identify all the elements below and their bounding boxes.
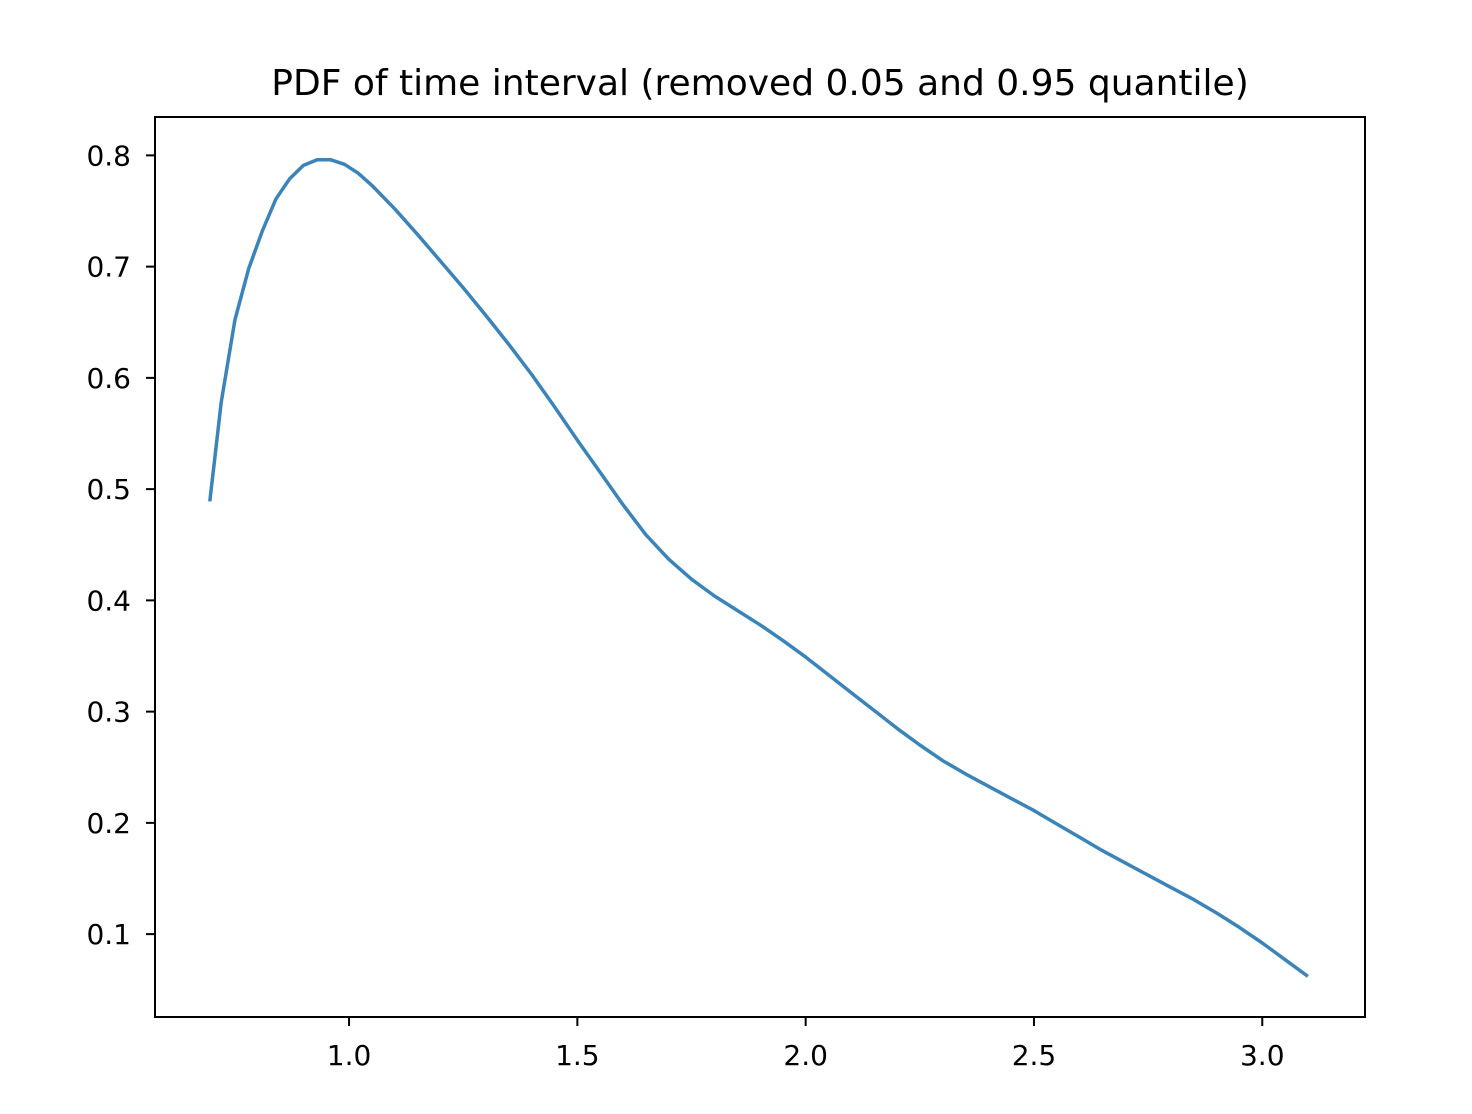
pdf-series-line bbox=[208, 158, 1309, 978]
y-tick-label: 0.4 bbox=[86, 584, 131, 617]
axes-frame bbox=[154, 116, 1366, 1018]
x-tick-label: 2.5 bbox=[1012, 1039, 1057, 1072]
plot-area bbox=[154, 116, 1366, 1018]
y-tick-label: 0.7 bbox=[86, 251, 131, 284]
x-tick-label: 1.5 bbox=[555, 1039, 600, 1072]
y-axis: 0.1 0.2 0.3 0.4 0.5 0.6 0.7 0.8 bbox=[86, 139, 155, 951]
y-tick-label: 0.3 bbox=[86, 696, 131, 729]
chart-title: PDF of time interval (removed 0.05 and 0… bbox=[271, 63, 1248, 104]
x-tick-label: 3.0 bbox=[1240, 1039, 1285, 1072]
x-tick-label: 2.0 bbox=[783, 1039, 828, 1072]
x-axis: 1.0 1.5 2.0 2.5 3.0 bbox=[327, 1017, 1285, 1072]
y-tick-label: 0.1 bbox=[86, 918, 131, 951]
series-group bbox=[208, 158, 1309, 978]
x-tick-label: 1.0 bbox=[327, 1039, 372, 1072]
y-tick-label: 0.8 bbox=[86, 139, 131, 172]
y-tick-label: 0.2 bbox=[86, 807, 131, 840]
y-tick-label: 0.6 bbox=[86, 362, 131, 395]
y-tick-label: 0.5 bbox=[86, 473, 131, 506]
